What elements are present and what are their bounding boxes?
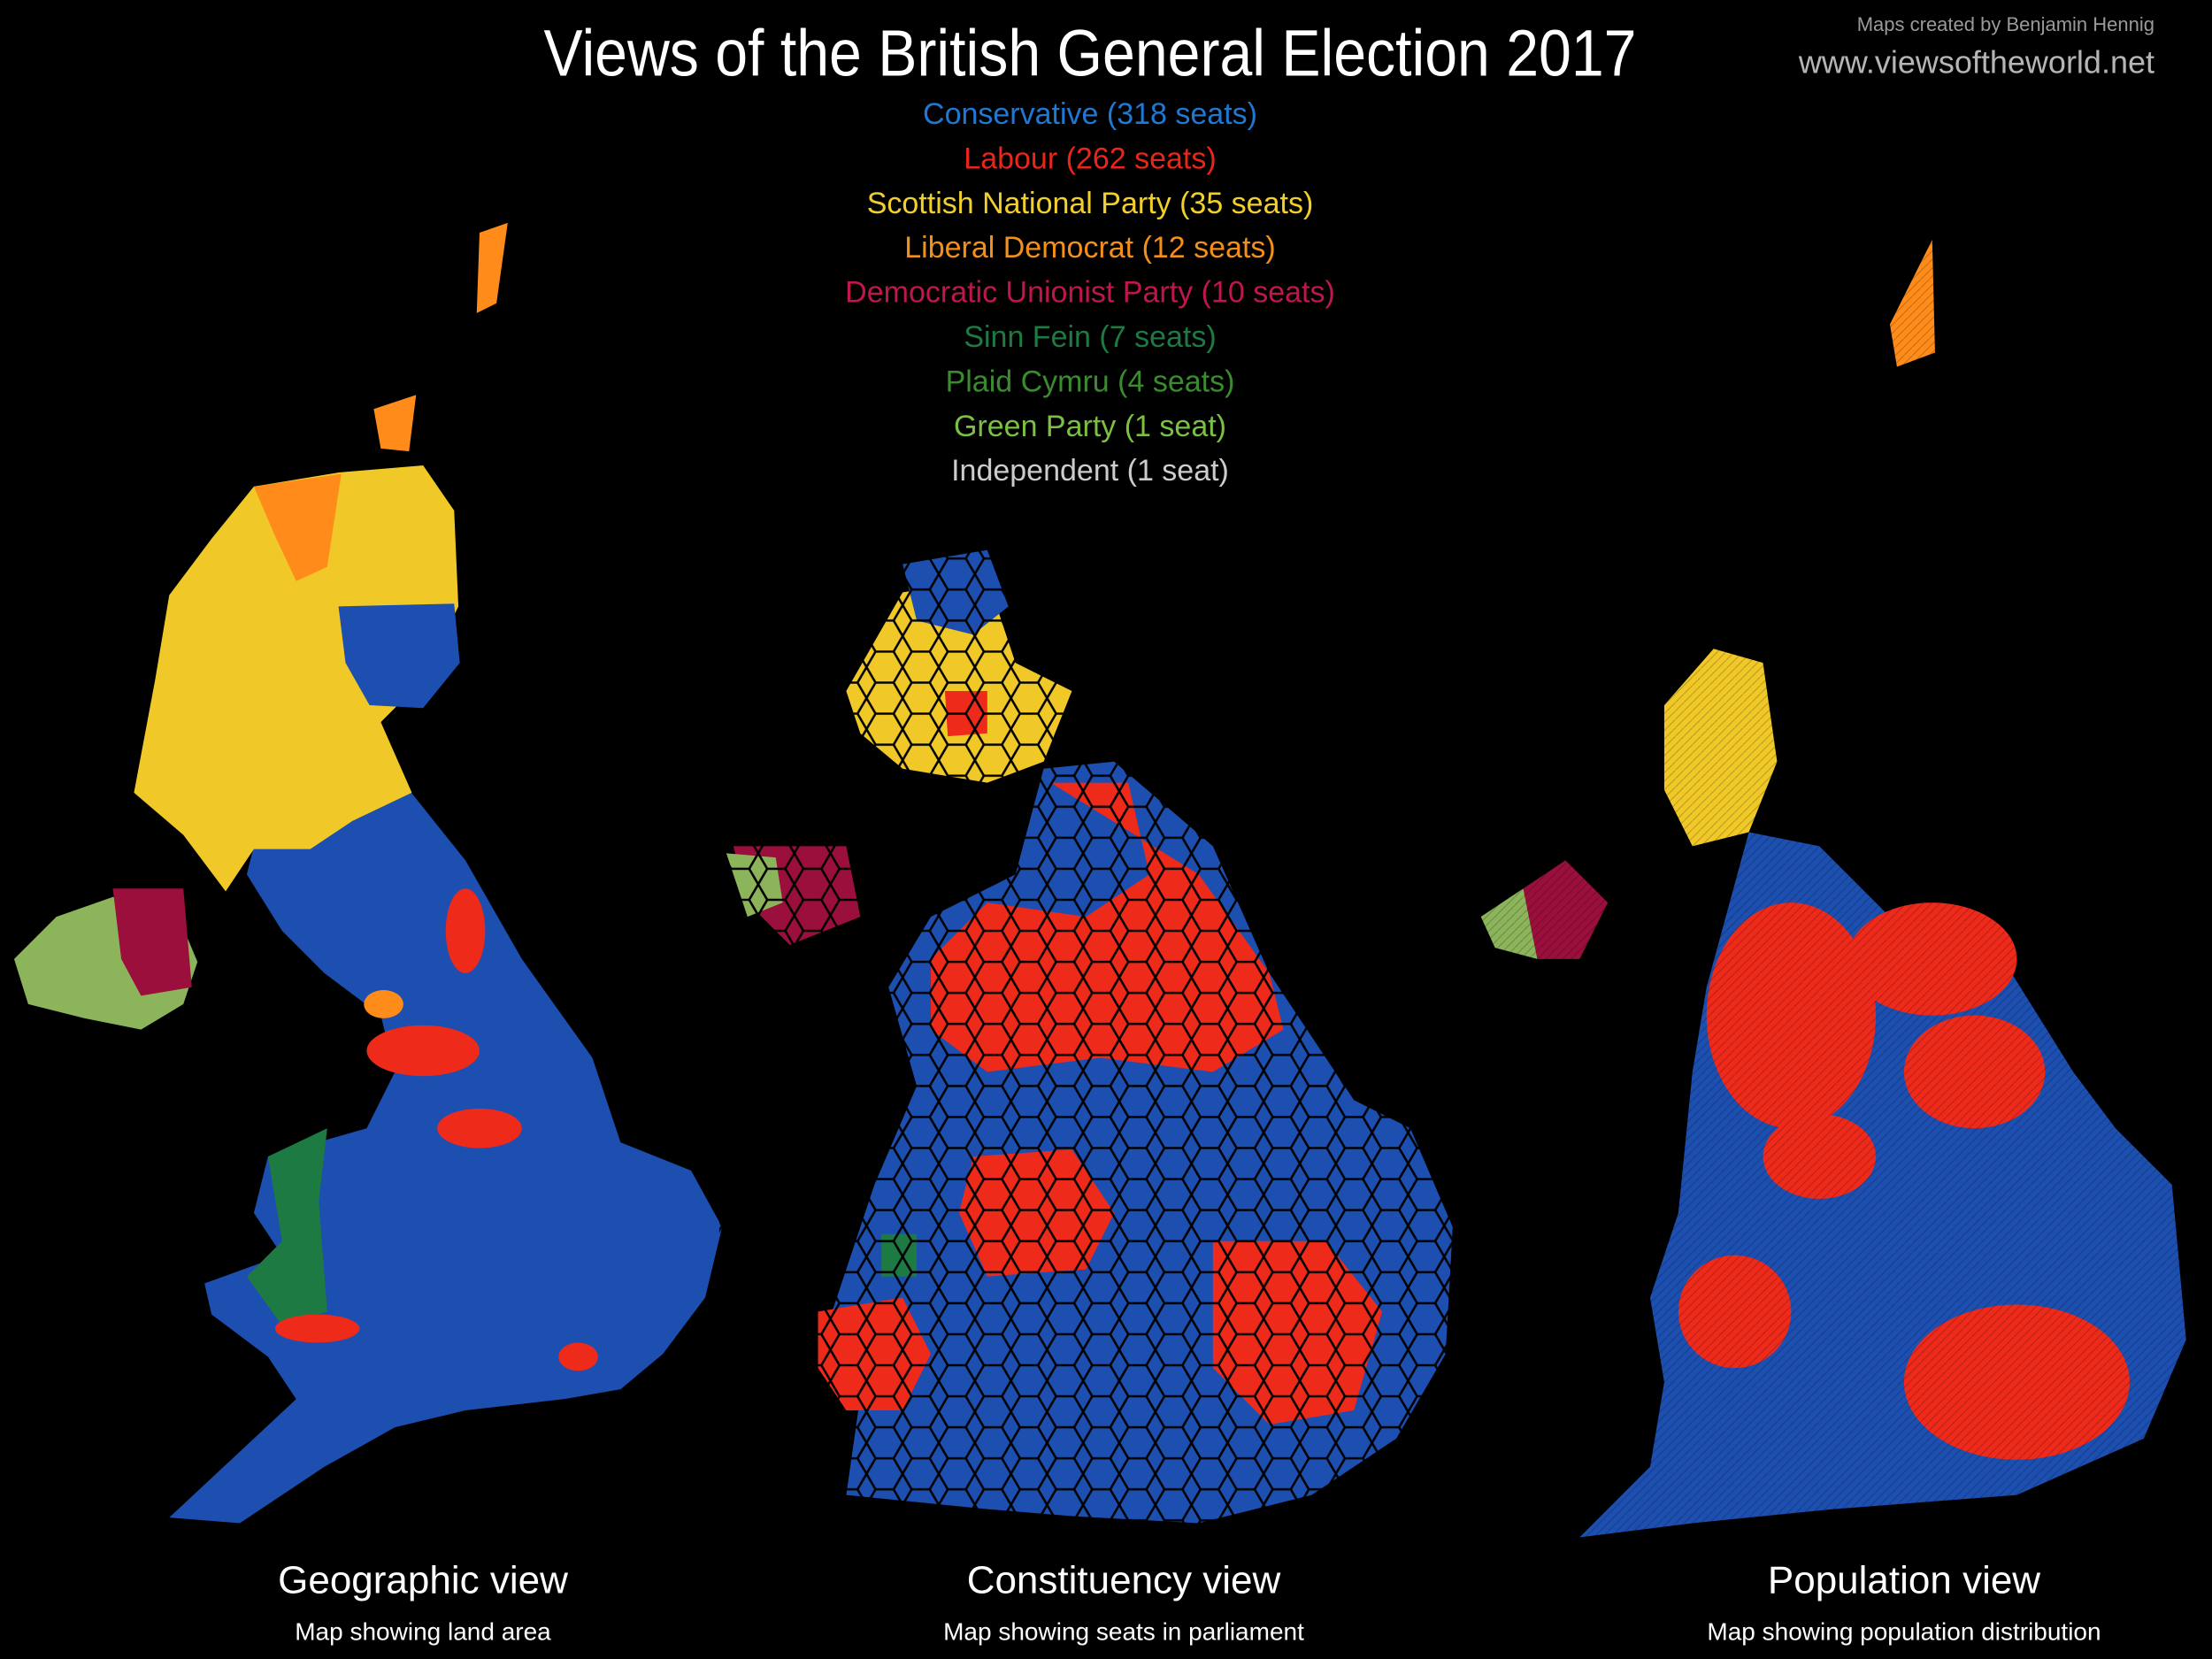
credit: Maps created by Benjamin Hennig [1857, 13, 2154, 35]
legend-entry: Conservative (318 seats) [923, 97, 1257, 131]
panel-title: Population view [1768, 1559, 2040, 1602]
legend-entry: Green Party (1 seat) [954, 410, 1226, 443]
credit-url: www.viewsoftheworld.net [1798, 44, 2154, 81]
panel-subtitle: Map showing seats in parliament [943, 1617, 1304, 1645]
panel-subtitle: Map showing population distribution [1707, 1617, 2101, 1645]
legend-entry: Sinn Fein (7 seats) [964, 320, 1216, 354]
panel-subtitle: Map showing land area [295, 1617, 551, 1645]
panel-title: Geographic view [278, 1559, 568, 1602]
constituency-map [718, 535, 1481, 1552]
legend-entry: Democratic Unionist Party (10 seats) [845, 276, 1335, 310]
legend: Conservative (318 seats) Labour (262 seat… [845, 97, 1335, 488]
title: Views of the British General Election 20… [544, 17, 1637, 90]
population-map [1466, 226, 2200, 1552]
legend-entry: Plaid Cymru (4 seats) [946, 365, 1235, 398]
legend-entry: Labour (262 seats) [964, 142, 1216, 175]
legend-entry: Liberal Democrat (12 seats) [904, 231, 1276, 265]
legend-entry: Independent (1 seat) [951, 454, 1229, 488]
captions: Geographic view Map showing land area Cons… [278, 1559, 2101, 1646]
geographic-map [13, 222, 723, 1524]
panel-title: Constituency view [967, 1559, 1281, 1602]
legend-entry: Scottish National Party (35 seats) [867, 187, 1314, 220]
